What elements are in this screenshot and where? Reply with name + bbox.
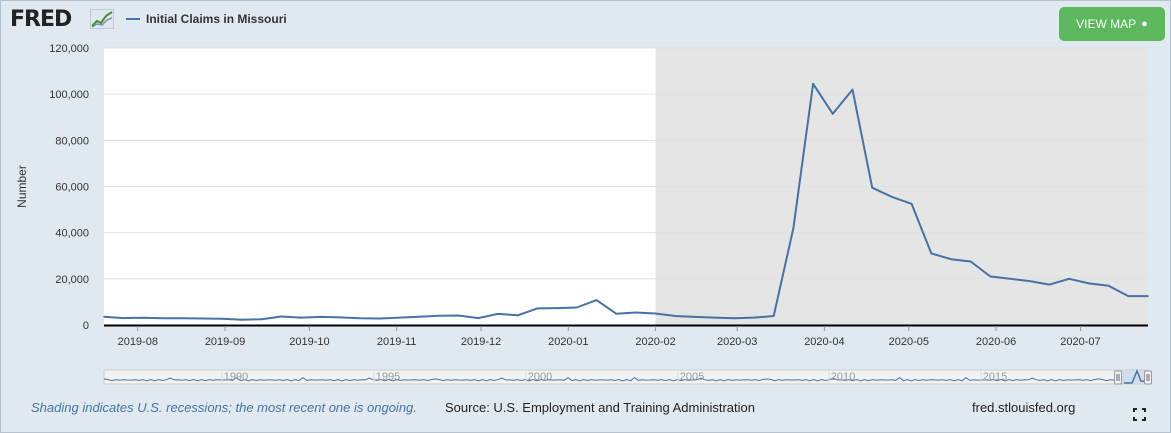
x-tick-label: 2020-01: [548, 336, 588, 348]
data-point: [418, 315, 420, 318]
source-text: Source: U.S. Employment and Training Adm…: [445, 400, 755, 415]
data-point: [910, 203, 913, 205]
data-point: [1009, 278, 1011, 280]
globe-icon: ●: [1141, 18, 1148, 30]
navigator-year-label: 2015: [983, 371, 1007, 383]
data-point: [772, 315, 775, 317]
data-point: [339, 316, 342, 319]
x-tick-label: 2020-03: [717, 336, 757, 348]
data-point: [398, 316, 401, 319]
x-tick-label: 2020-04: [804, 336, 844, 348]
fred-logo[interactable]: FRED: [10, 7, 72, 32]
data-point: [300, 316, 302, 319]
navigator-year-label: 1995: [376, 371, 400, 383]
data-point: [201, 317, 204, 320]
data-point: [950, 258, 952, 261]
data-point: [181, 317, 184, 320]
data-point: [142, 317, 145, 319]
data-point: [162, 317, 164, 320]
navigator-series: [103, 376, 1119, 382]
x-tick-label: 2019-11: [377, 336, 417, 348]
data-point: [359, 317, 361, 320]
data-point: [615, 312, 617, 315]
data-point: [575, 306, 578, 309]
legend-label: Initial Claims in Missouri: [146, 12, 287, 26]
data-point: [713, 316, 716, 319]
y-axis-title: Number: [15, 165, 29, 208]
y-tick-label: 80,000: [55, 135, 89, 147]
data-point: [1029, 280, 1031, 282]
data-point: [122, 317, 125, 319]
recession-note: Shading indicates U.S. recessions; the m…: [31, 400, 417, 415]
data-point: [1048, 283, 1051, 286]
data-point: [832, 112, 834, 115]
navigator-year-label: 2010: [831, 371, 855, 383]
x-tick-label: 2020-06: [976, 336, 1016, 348]
x-tick-label: 2020-07: [1060, 336, 1100, 348]
data-point: [871, 186, 874, 189]
data-point: [556, 307, 558, 309]
y-tick-label: 60,000: [55, 182, 89, 194]
data-point: [812, 82, 814, 85]
navigator-year-label: 2000: [528, 371, 552, 383]
y-tick-label: 100,000: [49, 89, 89, 101]
data-point: [694, 316, 696, 318]
navigator-handle: [1114, 370, 1122, 385]
data-point: [595, 299, 598, 301]
view-map-button[interactable]: VIEW MAP ●: [1059, 7, 1165, 41]
data-point: [280, 315, 283, 318]
x-tick-label: 2020-02: [635, 336, 675, 348]
data-point: [536, 307, 539, 310]
navigator-selected-series: [1124, 369, 1149, 384]
data-point: [1127, 295, 1130, 297]
data-point: [103, 315, 105, 318]
x-tick-label: 2019-08: [118, 336, 158, 348]
navigator-year-label: 1990: [224, 371, 248, 383]
view-map-label: VIEW MAP: [1076, 17, 1137, 31]
data-point: [241, 318, 243, 321]
y-tick-label: 0: [83, 320, 89, 332]
y-tick-label: 40,000: [55, 228, 89, 240]
data-point: [792, 227, 795, 229]
data-point: [989, 275, 992, 278]
data-point: [438, 314, 440, 317]
data-point: [260, 318, 263, 321]
data-point: [378, 317, 381, 320]
navigator-handle: [1144, 370, 1152, 385]
data-point: [969, 260, 972, 263]
x-tick-label: 2020-05: [889, 336, 929, 348]
data-point: [654, 312, 657, 315]
y-tick-label: 120,000: [49, 43, 89, 55]
x-tick-label: 2019-10: [289, 336, 329, 348]
fred-url-link[interactable]: fred.stlouisfed.org: [972, 400, 1076, 415]
y-tick-label: 20,000: [55, 274, 89, 286]
data-point: [221, 317, 223, 320]
data-point: [497, 313, 499, 315]
data-point: [319, 316, 322, 318]
series-line: [103, 82, 1148, 321]
chart-legend: Initial Claims in Missouri: [126, 12, 287, 26]
data-point: [733, 317, 736, 320]
data-point: [851, 88, 854, 91]
fullscreen-icon[interactable]: [1133, 408, 1146, 421]
data-point: [516, 314, 519, 317]
data-point: [674, 315, 677, 317]
data-point: [930, 252, 933, 255]
x-tick-label: 2019-12: [461, 336, 501, 348]
x-tick-label: 2019-09: [205, 336, 245, 348]
line-chart: 0 20,000 40,000 60,000 80,000 100,000 120,000 N…: [15, 43, 1152, 385]
data-point: [1068, 278, 1071, 280]
legend-line-swatch: [126, 18, 140, 20]
data-point: [635, 311, 637, 314]
data-point: [457, 314, 460, 317]
data-point: [753, 316, 755, 319]
data-point: [891, 196, 893, 198]
data-point: [477, 317, 480, 319]
navigator-year-label: 2005: [680, 371, 704, 383]
data-point: [1107, 284, 1110, 287]
data-point: [1147, 295, 1149, 297]
fred-logo-graph-icon: [90, 9, 114, 29]
data-point: [1088, 282, 1090, 285]
